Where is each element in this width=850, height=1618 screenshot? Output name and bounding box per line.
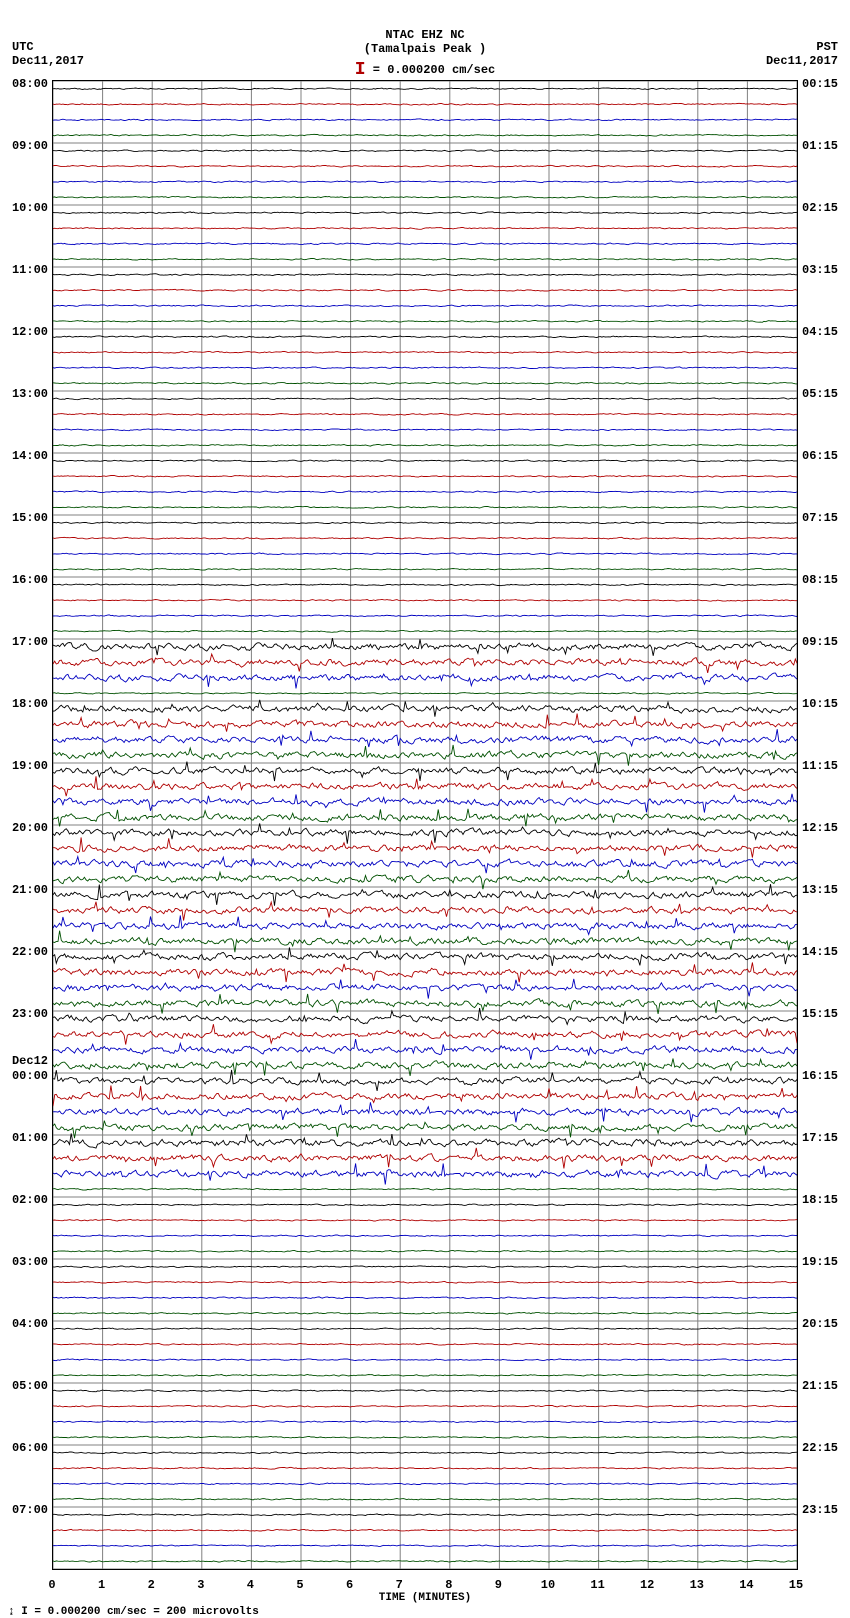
left-time-label: 19:00	[12, 760, 48, 772]
station-line2: (Tamalpais Peak )	[0, 42, 850, 56]
header-scale: I = 0.000200 cm/sec	[0, 60, 850, 80]
seismogram-svg	[53, 81, 797, 1569]
x-tick: 8	[445, 1578, 452, 1592]
left-time-label: 10:00	[12, 202, 48, 214]
left-time-label: 06:00	[12, 1442, 48, 1454]
right-time-label: 22:15	[802, 1442, 838, 1454]
right-time-label: 14:15	[802, 946, 838, 958]
right-time-label: 01:15	[802, 140, 838, 152]
right-time-label: 20:15	[802, 1318, 838, 1330]
right-time-label: 09:15	[802, 636, 838, 648]
right-time-label: 17:15	[802, 1132, 838, 1144]
header-right: PST Dec11,2017	[766, 40, 838, 68]
x-tick: 4	[247, 1578, 254, 1592]
x-axis-title: TIME (MINUTES)	[52, 1592, 798, 1604]
footer-scale-glyph: ↨ I	[8, 1606, 34, 1618]
x-tick: 11	[590, 1578, 604, 1592]
x-tick: 1	[98, 1578, 105, 1592]
left-time-label: 03:00	[12, 1256, 48, 1268]
right-time-label: 08:15	[802, 574, 838, 586]
x-tick: 13	[690, 1578, 704, 1592]
scale-bar-icon: I	[355, 60, 366, 80]
left-time-label: 02:00	[12, 1194, 48, 1206]
left-time-label: Dec12	[12, 1055, 48, 1067]
footer-text: = 0.000200 cm/sec = 200 microvolts	[34, 1606, 258, 1618]
footer: ↨ I = 0.000200 cm/sec = 200 microvolts	[0, 1606, 850, 1618]
left-time-label: 17:00	[12, 636, 48, 648]
right-time-label: 04:15	[802, 326, 838, 338]
left-time-label: 18:00	[12, 698, 48, 710]
left-time-labels: 08:00 09:00 10:00 11:00 12:00 13:00 14:00 15:00…	[4, 80, 50, 1570]
left-time-label: 08:00	[12, 78, 48, 90]
right-time-label: 11:15	[802, 760, 838, 772]
right-time-label: 13:15	[802, 884, 838, 896]
right-date: Dec11,2017	[766, 54, 838, 68]
scale-text: = 0.000200 cm/sec	[373, 63, 495, 77]
right-time-label: 15:15	[802, 1008, 838, 1020]
left-time-label: 23:00	[12, 1008, 48, 1020]
right-time-label: 00:15	[802, 78, 838, 90]
left-time-label: 07:00	[12, 1504, 48, 1516]
left-time-label: 12:00	[12, 326, 48, 338]
left-time-label: 15:00	[12, 512, 48, 524]
left-time-label: 13:00	[12, 388, 48, 400]
x-tick: 2	[148, 1578, 155, 1592]
right-time-label: 05:15	[802, 388, 838, 400]
right-tz: PST	[766, 40, 838, 54]
x-tick: 10	[541, 1578, 555, 1592]
right-time-label: 12:15	[802, 822, 838, 834]
right-time-label: 23:15	[802, 1504, 838, 1516]
station-line1: NTAC EHZ NC	[0, 28, 850, 42]
right-time-label: 21:15	[802, 1380, 838, 1392]
left-time-label: 09:00	[12, 140, 48, 152]
header-center: NTAC EHZ NC (Tamalpais Peak )	[0, 28, 850, 56]
right-time-labels: 00:15 01:15 02:15 03:15 04:15 05:15 06:15 07:15…	[800, 80, 846, 1570]
right-time-label: 07:15	[802, 512, 838, 524]
x-tick: 7	[396, 1578, 403, 1592]
x-tick: 14	[739, 1578, 753, 1592]
right-time-label: 18:15	[802, 1194, 838, 1206]
left-time-label: 22:00	[12, 946, 48, 958]
x-tick: 9	[495, 1578, 502, 1592]
x-tick: 5	[296, 1578, 303, 1592]
left-time-label: 11:00	[12, 264, 48, 276]
x-axis: TIME (MINUTES) 0123456789101112131415	[52, 1570, 798, 1600]
x-tick: 12	[640, 1578, 654, 1592]
left-time-label: 01:00	[12, 1132, 48, 1144]
left-time-label: 21:00	[12, 884, 48, 896]
x-tick: 6	[346, 1578, 353, 1592]
right-time-label: 16:15	[802, 1070, 838, 1082]
left-time-label: 05:00	[12, 1380, 48, 1392]
left-time-label: 20:00	[12, 822, 48, 834]
left-time-label: 00:00	[12, 1070, 48, 1082]
right-time-label: 06:15	[802, 450, 838, 462]
right-time-label: 02:15	[802, 202, 838, 214]
right-time-label: 10:15	[802, 698, 838, 710]
x-tick: 3	[197, 1578, 204, 1592]
right-time-label: 03:15	[802, 264, 838, 276]
x-tick: 15	[789, 1578, 803, 1592]
left-time-label: 04:00	[12, 1318, 48, 1330]
right-time-label: 19:15	[802, 1256, 838, 1268]
left-time-label: 16:00	[12, 574, 48, 586]
header: UTC Dec11,2017 NTAC EHZ NC (Tamalpais Pe…	[0, 0, 850, 80]
left-time-label: 14:00	[12, 450, 48, 462]
x-tick: 0	[48, 1578, 55, 1592]
seismogram-plot	[52, 80, 798, 1570]
